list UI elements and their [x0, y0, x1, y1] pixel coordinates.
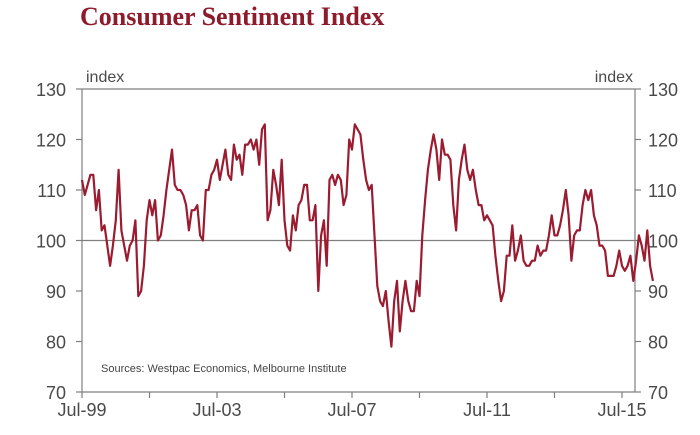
y-tick-label-right: 80 — [648, 333, 668, 353]
x-tick-label: Jul-99 — [57, 400, 106, 420]
y-tick-label-right: 90 — [648, 282, 668, 302]
y-tick-label-left: 70 — [46, 383, 66, 403]
x-tick-label: Jul-15 — [597, 400, 646, 420]
y-tick-label-right: 70 — [648, 383, 668, 403]
y-tick-label-right: 110 — [648, 181, 677, 201]
y-tick-label-left: 130 — [36, 80, 66, 100]
y-tick-label-right: 100 — [648, 232, 678, 252]
y-tick-label-left: 90 — [46, 282, 66, 302]
chart-title: Consumer Sentiment Index — [80, 2, 385, 31]
y-tick-label-right: 130 — [648, 80, 678, 100]
y-tick-label-left: 120 — [36, 131, 66, 151]
y-tick-label-left: 110 — [37, 181, 66, 201]
x-tick-label: Jul-03 — [192, 400, 241, 420]
y-tick-label-right: 120 — [648, 131, 678, 151]
x-tick-label: Jul-07 — [327, 400, 376, 420]
y-tick-label-left: 80 — [46, 333, 66, 353]
y-tick-label-left: 100 — [36, 232, 66, 252]
series-line-consumer-sentiment — [80, 123, 654, 348]
x-tick-label: Jul-11 — [463, 400, 511, 420]
y-axis-label-left: index — [86, 69, 124, 86]
y-axis-label-right: index — [595, 69, 633, 86]
source-note: Sources: Westpac Economics, Melbourne In… — [101, 363, 347, 375]
